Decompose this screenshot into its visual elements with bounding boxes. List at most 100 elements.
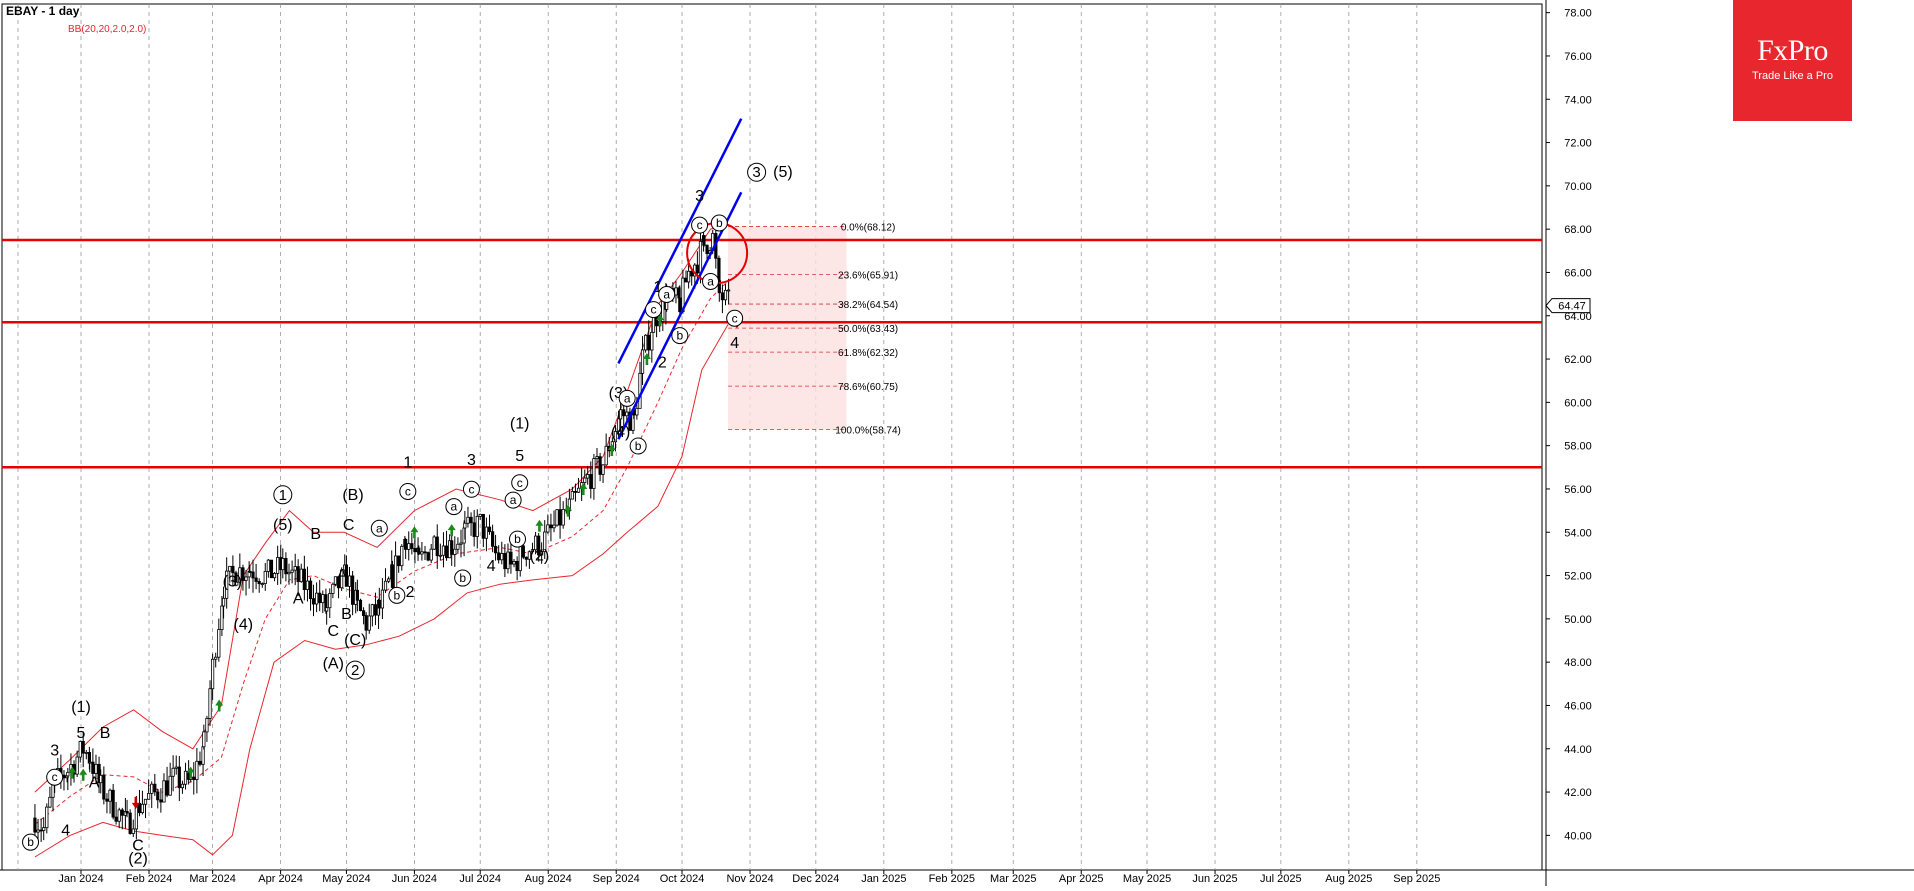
candle-body [456, 543, 460, 550]
candle-body [260, 583, 264, 585]
wave-label: b [635, 439, 642, 453]
candle-body [601, 464, 605, 475]
wave-label: 4 [487, 558, 496, 575]
candle-body [331, 583, 335, 594]
wave-label-circle [462, 480, 480, 498]
candle-body [475, 515, 479, 537]
candle-body [364, 615, 368, 631]
wave-label: (2) [530, 547, 550, 564]
candle-body [351, 575, 355, 605]
y-tick-label: 60.00 [1564, 397, 1592, 409]
fxpro-logo: FxPro Trade Like a Pro [1733, 0, 1852, 121]
wave-label-circle [509, 530, 527, 548]
candle-body [220, 605, 224, 630]
candle-body [168, 775, 172, 796]
candle-body [459, 542, 463, 545]
wave-label: c [468, 482, 474, 496]
candle-body [638, 372, 642, 409]
candle-body [51, 784, 55, 798]
candle-body [137, 802, 142, 814]
candle-body [302, 568, 306, 590]
candle-body [244, 576, 248, 581]
candle-body [263, 571, 267, 584]
candle-body [524, 556, 528, 560]
y-tick-label: 74.00 [1564, 94, 1592, 106]
candle-body [114, 816, 118, 822]
wave-label: 1 [403, 454, 412, 471]
candle-body [36, 829, 40, 833]
candle-body [340, 569, 344, 589]
wave-label-circle [629, 437, 647, 455]
candle-body [347, 575, 352, 587]
candle-body [370, 604, 374, 617]
candle-body [108, 789, 112, 802]
candle-body [426, 552, 430, 561]
y-tick-label: 76.00 [1564, 51, 1592, 63]
buy-arrow [579, 482, 588, 495]
candle-body [147, 792, 151, 800]
wave-label: a [663, 287, 670, 301]
wave-label: 5 [515, 448, 524, 465]
wave-label-circle [399, 482, 417, 500]
indicator-label: BB(20,20,2.0,2.0) [68, 24, 146, 35]
candle-body [500, 553, 504, 561]
candle-body [120, 809, 124, 816]
candle-body [583, 477, 587, 483]
candle-body [413, 548, 417, 553]
y-tick-label: 54.00 [1564, 527, 1592, 539]
wave-label-circle [445, 498, 463, 516]
wave-label-circle [46, 768, 64, 786]
candle-body [506, 551, 510, 570]
fib-level-label: 61.8%(62.32) [838, 348, 898, 359]
candle-body [686, 270, 691, 283]
candle-body [48, 796, 52, 808]
candle-body [202, 731, 206, 748]
wave-label: (C) [344, 632, 366, 649]
candle-body [162, 780, 166, 803]
candle-body [377, 599, 381, 609]
wave-label: C [327, 623, 339, 640]
wave-label-circle [388, 586, 406, 604]
x-tick-label: Aug 2024 [525, 873, 572, 885]
buy-arrow [186, 766, 195, 779]
candle-body [441, 545, 446, 556]
buy-arrow [642, 353, 651, 366]
candle-body [318, 592, 322, 604]
y-tick-label: 58.00 [1564, 441, 1592, 453]
candle-body [515, 561, 519, 572]
candle-body [143, 798, 148, 805]
candle-body [561, 509, 565, 526]
buy-arrow [68, 766, 77, 779]
candle-body [543, 531, 547, 552]
candle-body [257, 581, 261, 585]
buy-arrow [447, 524, 456, 537]
candle-body [380, 589, 385, 609]
candle-body [125, 811, 129, 814]
wave-label-circle [618, 389, 636, 407]
wave-label: a [707, 274, 714, 288]
candle-body [592, 458, 596, 489]
x-tick-label: Jul 2024 [459, 873, 501, 885]
candle-body [228, 565, 232, 572]
candle-body [177, 766, 181, 789]
candle-body [117, 809, 121, 822]
wave-label: (1) [510, 415, 530, 432]
candle-body [472, 522, 476, 537]
candle-body [231, 565, 235, 574]
candle-body [293, 566, 297, 571]
wave-label: a [510, 493, 517, 507]
candle-body [84, 752, 88, 754]
wave-label: 2 [658, 355, 667, 372]
wave-label: c [52, 770, 58, 784]
x-tick-label: Mar 2025 [990, 873, 1036, 885]
candle-body [305, 580, 310, 590]
candle-body [214, 656, 218, 660]
candle-body [567, 498, 571, 512]
candle-body [720, 292, 725, 301]
candle-body [647, 334, 651, 351]
x-tick-label: Jun 2025 [1192, 873, 1237, 885]
candle-body [444, 545, 449, 559]
candle-body [99, 774, 103, 784]
candle-body [336, 576, 341, 589]
fib-level-label: 38.2%(64.54) [838, 300, 898, 311]
